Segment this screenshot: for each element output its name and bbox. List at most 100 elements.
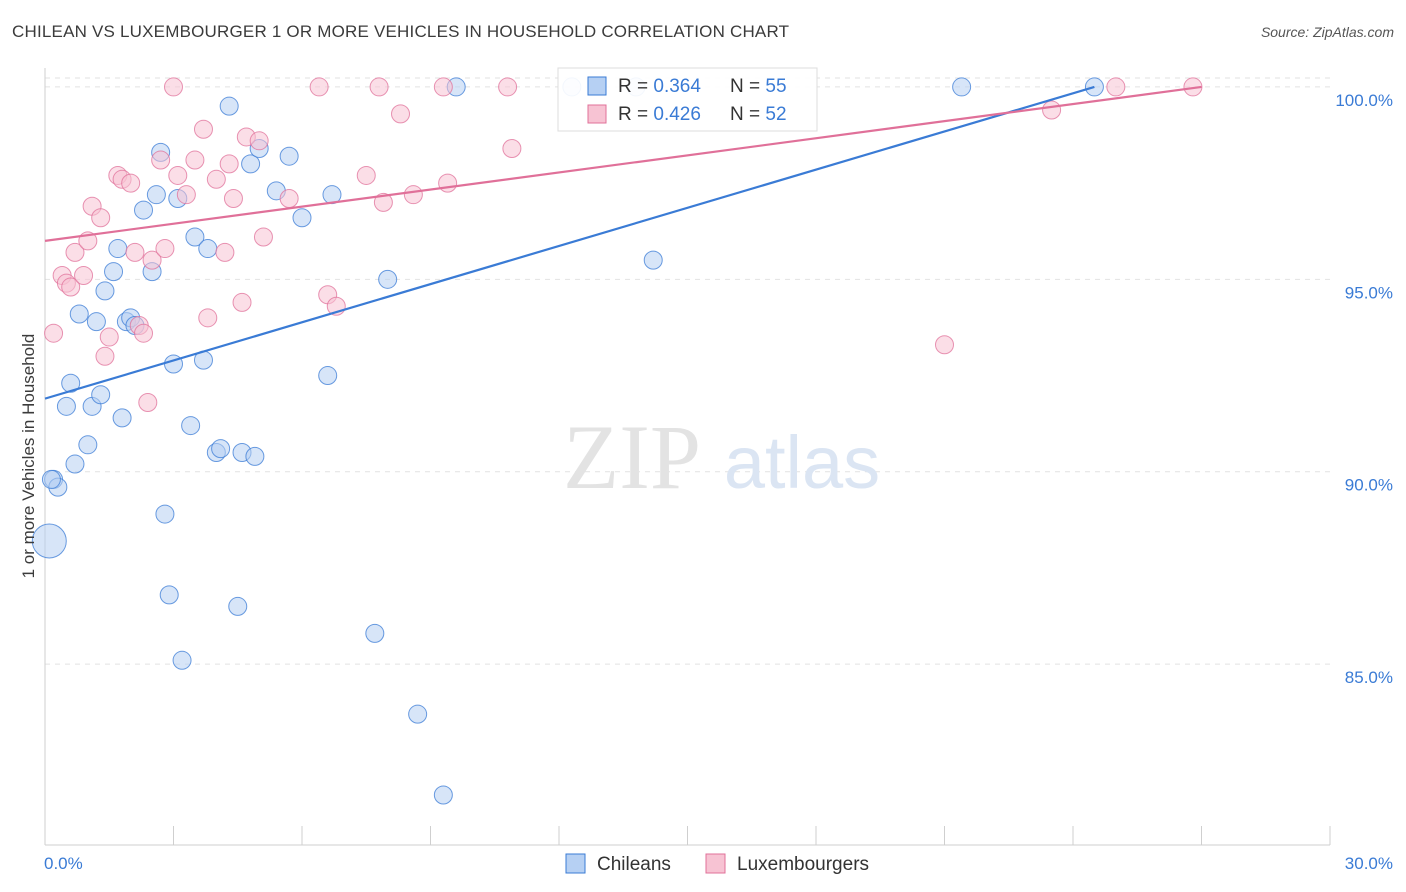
- luxembourger-point: [498, 77, 518, 97]
- luxembourger-point: [403, 185, 423, 205]
- chilean-point: [108, 239, 128, 259]
- chilean-trend-line: [44, 85, 1095, 400]
- luxembourger-point: [1042, 100, 1062, 120]
- luxembourger-point: [99, 327, 119, 347]
- chilean-point: [241, 154, 261, 174]
- legend-swatch: [565, 853, 586, 874]
- chilean-point: [172, 650, 192, 670]
- luxembourger-point: [206, 169, 226, 189]
- chilean-point: [245, 446, 265, 466]
- luxembourger-point: [935, 335, 954, 355]
- legend-stats-text: R = 0.364 N = 55: [618, 76, 787, 97]
- legend-series-label: Chileans: [597, 854, 671, 875]
- chilean-point: [211, 439, 231, 459]
- luxembourger-point: [74, 265, 94, 285]
- chilean-point: [643, 250, 663, 270]
- chilean-point: [952, 77, 972, 97]
- luxembourger-point: [164, 77, 183, 97]
- luxembourger-point: [142, 250, 162, 270]
- luxembourger-point: [61, 277, 81, 297]
- legend-stats-text: R = 0.426 N = 52: [618, 104, 787, 125]
- chilean-point: [91, 385, 111, 405]
- chilean-point: [65, 454, 85, 474]
- legend-swatch: [587, 104, 607, 124]
- chart-title: CHILEAN VS LUXEMBOURGER 1 OR MORE VEHICL…: [12, 22, 790, 41]
- chilean-point: [155, 504, 175, 524]
- tick-labels: 85.0% 90.0% 95.0% 100.0% 0.0% 30.0%: [44, 91, 1393, 873]
- y-axis-label: 1 or more Vehicles in Household: [19, 334, 38, 579]
- source-label: Source: ZipAtlas.com: [1260, 24, 1394, 40]
- chilean-point: [41, 469, 61, 489]
- luxembourger-point: [369, 77, 389, 97]
- luxembourger-point: [1183, 77, 1203, 97]
- luxembourger-point: [433, 77, 453, 97]
- luxembourger-point: [253, 227, 273, 247]
- chilean-point: [292, 208, 312, 228]
- luxembourger-point: [134, 323, 154, 343]
- chilean-point: [112, 408, 132, 428]
- series-legend: Chileans Luxembourgers: [565, 853, 869, 875]
- legend-swatch: [705, 853, 726, 874]
- luxembourger-point: [121, 173, 141, 193]
- luxembourger-point: [185, 150, 205, 170]
- trend-lines: [44, 85, 1202, 400]
- luxembourger-point: [502, 139, 522, 159]
- chilean-point: [433, 785, 453, 805]
- luxembourger-point: [91, 208, 111, 228]
- stats-legend: R = 0.364 N = 55 R = 0.426 N = 52: [557, 67, 818, 132]
- chilean-point: [181, 416, 201, 436]
- chilean-point: [61, 373, 81, 393]
- luxembourger-point: [65, 242, 85, 262]
- luxembourger-point: [215, 242, 235, 262]
- legend-series-label: Luxembourgers: [737, 854, 869, 875]
- chilean-point: [185, 227, 205, 247]
- chilean-point: [69, 304, 89, 324]
- axes: [44, 68, 1331, 846]
- luxembourger-point: [279, 189, 299, 209]
- chilean-point: [95, 281, 115, 301]
- chilean-point: [219, 96, 239, 116]
- chilean-point: [279, 146, 299, 166]
- luxembourger-point: [176, 185, 196, 205]
- chilean-point: [198, 239, 218, 259]
- luxembourger-point: [193, 119, 213, 139]
- luxembourger-point: [125, 242, 145, 262]
- luxembourger-point: [223, 189, 243, 209]
- chilean-point: [146, 185, 166, 205]
- luxembourger-point: [155, 239, 175, 259]
- chilean-point: [86, 312, 106, 332]
- watermark-zip: ZIP: [563, 406, 701, 508]
- y-tick-label: 100.0%: [1335, 91, 1393, 110]
- luxembourger-point: [309, 77, 329, 97]
- chilean-point: [159, 585, 179, 605]
- luxembourger-point: [249, 131, 269, 151]
- y-tick-label: 90.0%: [1345, 476, 1393, 495]
- chilean-point: [56, 396, 76, 416]
- luxembourger-point: [219, 154, 239, 174]
- luxembourger-point: [438, 173, 458, 193]
- x-tick-label: 30.0%: [1345, 854, 1393, 873]
- luxembourger-trend-line: [44, 85, 1202, 242]
- legend-swatch: [587, 76, 607, 96]
- chilean-point: [78, 435, 98, 455]
- luxembourger-point: [151, 150, 171, 170]
- luxembourger-point: [391, 104, 411, 124]
- chilean-point: [365, 623, 385, 643]
- luxembourger-point: [138, 392, 158, 412]
- chilean-point: [228, 596, 248, 616]
- y-tick-label: 95.0%: [1345, 283, 1393, 302]
- luxembourger-point: [198, 308, 218, 328]
- luxembourger-point: [373, 192, 393, 212]
- chilean-point: [31, 523, 67, 559]
- watermark-atlas: atlas: [724, 421, 880, 504]
- data-points: [31, 77, 1203, 805]
- chilean-point: [104, 262, 124, 282]
- chilean-point: [318, 366, 338, 386]
- luxembourger-point: [44, 323, 64, 343]
- chilean-point: [134, 200, 154, 220]
- chilean-point: [378, 269, 398, 289]
- watermark: ZIP atlas: [563, 406, 880, 508]
- luxembourger-point: [232, 292, 252, 312]
- luxembourger-point: [95, 346, 115, 366]
